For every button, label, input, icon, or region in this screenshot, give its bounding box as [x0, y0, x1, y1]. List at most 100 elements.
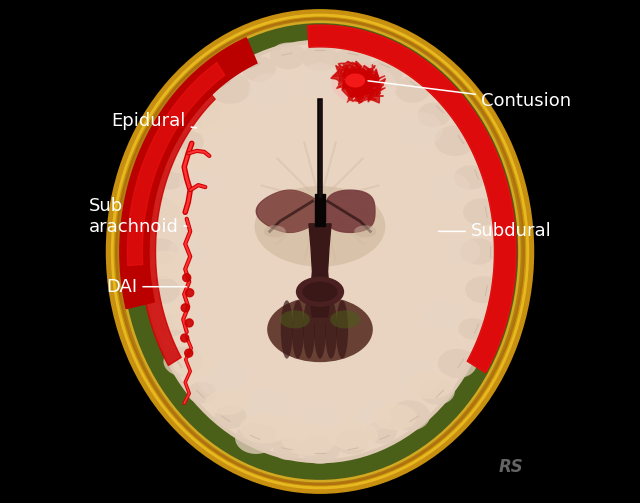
Ellipse shape — [215, 404, 247, 429]
Ellipse shape — [296, 277, 344, 307]
Ellipse shape — [150, 163, 186, 190]
Ellipse shape — [143, 277, 180, 304]
Text: Epidural: Epidural — [111, 112, 196, 130]
Ellipse shape — [181, 102, 238, 135]
Ellipse shape — [372, 404, 417, 430]
Polygon shape — [258, 191, 323, 232]
Ellipse shape — [239, 413, 291, 443]
Ellipse shape — [463, 198, 500, 226]
Ellipse shape — [330, 310, 360, 328]
Polygon shape — [186, 289, 194, 297]
Ellipse shape — [424, 300, 462, 330]
Ellipse shape — [168, 237, 204, 266]
Ellipse shape — [144, 44, 496, 459]
Ellipse shape — [454, 165, 486, 190]
Ellipse shape — [419, 378, 455, 405]
Ellipse shape — [301, 44, 339, 71]
Ellipse shape — [209, 72, 251, 104]
Ellipse shape — [465, 276, 501, 303]
Ellipse shape — [461, 238, 496, 265]
Text: Sub
arachnoid: Sub arachnoid — [88, 197, 187, 236]
Ellipse shape — [365, 59, 403, 88]
Ellipse shape — [197, 358, 247, 397]
Ellipse shape — [445, 237, 480, 266]
Ellipse shape — [267, 297, 373, 362]
Ellipse shape — [395, 76, 430, 103]
Ellipse shape — [399, 361, 441, 394]
Text: Contusion: Contusion — [368, 81, 571, 110]
Ellipse shape — [351, 68, 397, 105]
Ellipse shape — [140, 250, 189, 279]
Ellipse shape — [184, 99, 222, 127]
Ellipse shape — [162, 148, 205, 174]
Polygon shape — [345, 68, 375, 98]
Text: DAI: DAI — [106, 278, 186, 296]
Polygon shape — [315, 194, 325, 226]
Polygon shape — [140, 88, 215, 366]
Polygon shape — [342, 63, 372, 97]
Ellipse shape — [314, 300, 326, 359]
Ellipse shape — [163, 347, 203, 376]
Ellipse shape — [302, 282, 338, 302]
Ellipse shape — [356, 402, 392, 431]
Polygon shape — [309, 224, 331, 317]
Ellipse shape — [366, 421, 397, 444]
Ellipse shape — [172, 307, 205, 333]
Ellipse shape — [140, 40, 500, 463]
Ellipse shape — [325, 300, 337, 359]
Ellipse shape — [270, 43, 306, 69]
Polygon shape — [308, 25, 516, 373]
Polygon shape — [180, 334, 189, 342]
Ellipse shape — [328, 421, 378, 450]
Ellipse shape — [300, 63, 340, 96]
Polygon shape — [181, 304, 189, 312]
Polygon shape — [185, 319, 193, 327]
Ellipse shape — [303, 300, 315, 359]
Polygon shape — [342, 74, 374, 103]
Ellipse shape — [390, 400, 430, 431]
Ellipse shape — [292, 300, 304, 359]
Ellipse shape — [264, 225, 286, 237]
Ellipse shape — [188, 382, 216, 403]
Ellipse shape — [115, 18, 525, 485]
Ellipse shape — [119, 21, 521, 482]
Ellipse shape — [332, 63, 387, 103]
Ellipse shape — [300, 434, 340, 464]
Ellipse shape — [242, 56, 276, 82]
Polygon shape — [183, 274, 191, 282]
Polygon shape — [185, 349, 193, 357]
Polygon shape — [256, 190, 323, 232]
Ellipse shape — [248, 73, 291, 108]
Ellipse shape — [418, 103, 451, 127]
Polygon shape — [353, 65, 385, 96]
Ellipse shape — [281, 300, 293, 359]
Polygon shape — [352, 77, 385, 104]
Ellipse shape — [255, 186, 385, 267]
Ellipse shape — [273, 438, 303, 460]
Ellipse shape — [282, 424, 336, 456]
Ellipse shape — [137, 197, 180, 229]
Ellipse shape — [110, 14, 530, 489]
Ellipse shape — [399, 112, 443, 147]
Ellipse shape — [156, 314, 186, 337]
Text: RS: RS — [499, 458, 524, 476]
Ellipse shape — [406, 371, 454, 399]
Ellipse shape — [235, 423, 277, 454]
Polygon shape — [308, 25, 516, 373]
Ellipse shape — [147, 199, 189, 224]
Ellipse shape — [143, 238, 178, 265]
Ellipse shape — [300, 404, 340, 437]
Ellipse shape — [179, 171, 213, 198]
Ellipse shape — [122, 23, 518, 480]
Ellipse shape — [431, 172, 469, 203]
Ellipse shape — [345, 73, 365, 88]
Ellipse shape — [334, 46, 371, 74]
Polygon shape — [127, 62, 225, 266]
Ellipse shape — [173, 352, 218, 378]
Ellipse shape — [170, 129, 204, 154]
Ellipse shape — [336, 300, 348, 359]
Polygon shape — [120, 38, 257, 309]
Polygon shape — [325, 190, 375, 232]
Ellipse shape — [205, 390, 248, 415]
Ellipse shape — [435, 125, 476, 156]
